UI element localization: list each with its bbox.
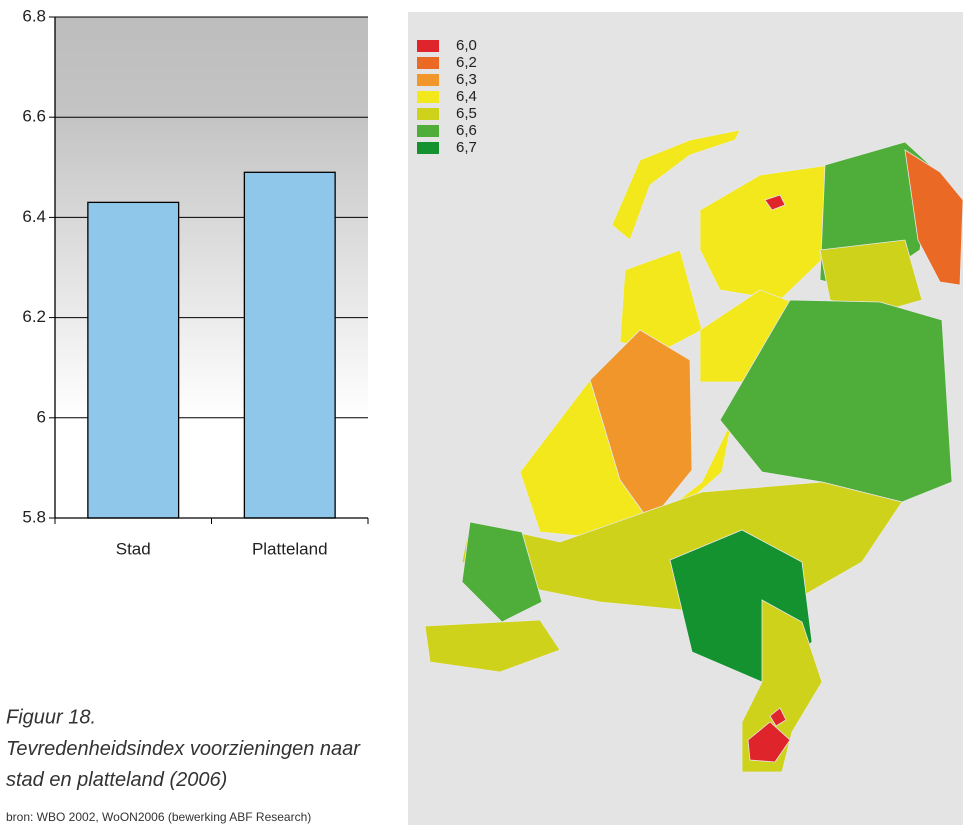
map-region [719,299,953,503]
y-tick-label: 6.4 [22,207,46,226]
y-tick-label: 6.8 [22,6,46,25]
legend-swatch [417,125,439,137]
legend-label: 6,7 [456,139,477,156]
x-tick-label: Platteland [252,539,328,558]
legend-label: 6,6 [456,122,477,139]
map-region [699,164,833,301]
legend-label: 6,3 [456,71,477,88]
map-region [904,149,963,286]
bar [87,201,180,519]
y-tick-label: 6 [37,407,46,426]
map-region [769,707,787,727]
legend-label: 6,0 [456,37,477,54]
y-tick-label: 5.8 [22,507,46,526]
legend-swatch [417,91,439,103]
map-region [611,129,741,241]
legend-label: 6,5 [456,105,477,122]
legend-label: 6,4 [456,88,477,105]
map-region [747,721,791,763]
bar [243,171,336,519]
legend-label: 6,2 [456,54,477,71]
x-tick-label: Stad [116,539,151,558]
map-region [764,194,786,211]
map [424,129,963,773]
y-tick-label: 6.6 [22,107,46,126]
legend-swatch [417,108,439,120]
source: bron: WBO 2002, WoON2006 (bewerking ABF … [6,810,311,824]
map-region [619,249,703,353]
legend-swatch [417,142,439,154]
y-tick-label: 6.2 [22,307,46,326]
legend-swatch [417,74,439,86]
legend-swatch [417,40,439,52]
figure-label: Figuur 18. [6,706,96,728]
legend-swatch [417,57,439,69]
caption: Tevredenheidsindex voorzieningen naar sta… [6,738,361,791]
map-region [819,239,923,313]
map-region [461,521,543,623]
map-region [424,619,561,673]
